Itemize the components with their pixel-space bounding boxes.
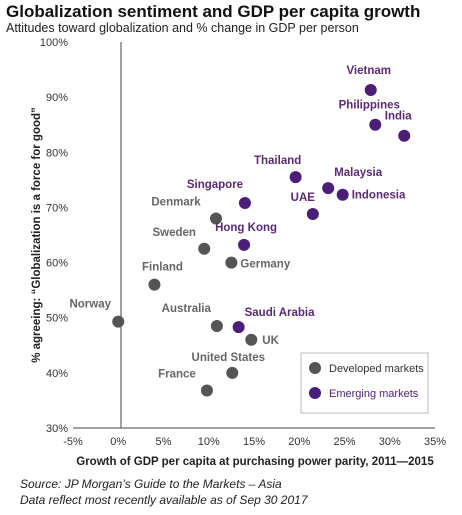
label-saudi-arabia: Saudi Arabia bbox=[245, 307, 315, 319]
label-sweden: Sweden bbox=[152, 227, 195, 239]
point-saudi-arabia bbox=[232, 321, 245, 334]
point-germany bbox=[225, 256, 238, 269]
label-india: India bbox=[385, 111, 412, 123]
label-france: France bbox=[158, 369, 196, 381]
point-uk bbox=[245, 333, 258, 346]
label-uae: UAE bbox=[291, 192, 316, 204]
x-tick-labels: -5% 0% 5% 10% 15% 20% 25% 30% 35% bbox=[63, 436, 446, 448]
label-hong-kong: Hong Kong bbox=[215, 222, 277, 234]
legend-box bbox=[300, 352, 429, 414]
legend: Developed markets Emerging markets bbox=[300, 352, 429, 414]
label-indonesia: Indonesia bbox=[352, 190, 406, 202]
point-philippines bbox=[369, 118, 382, 131]
label-germany: Germany bbox=[240, 259, 290, 271]
chart-title: Globalization sentiment and GDP per capi… bbox=[6, 2, 421, 21]
point-malaysia bbox=[322, 182, 335, 195]
point-singapore bbox=[238, 197, 251, 210]
label-vietnam: Vietnam bbox=[346, 65, 391, 77]
label-philippines: Philippines bbox=[339, 100, 400, 112]
y-tick-labels: 30% 40% 50% 60% 70% 80% 90% 100% bbox=[40, 37, 68, 435]
x-tick-label: 20% bbox=[288, 436, 310, 448]
y-tick-label: 40% bbox=[46, 368, 68, 380]
point-uae bbox=[306, 208, 319, 221]
point-finland bbox=[148, 278, 161, 291]
point-sweden bbox=[198, 242, 211, 255]
label-united-states: United States bbox=[192, 352, 266, 364]
point-india bbox=[398, 129, 411, 142]
point-hong-kong bbox=[238, 238, 251, 251]
y-tick-label: 80% bbox=[46, 147, 68, 159]
x-tick-label: -5% bbox=[63, 436, 83, 448]
y-tick-label: 90% bbox=[46, 92, 68, 104]
x-tick-label: 5% bbox=[156, 436, 172, 448]
data-points bbox=[112, 83, 411, 397]
label-australia: Australia bbox=[162, 303, 212, 315]
y-tick-label: 50% bbox=[46, 313, 68, 325]
point-norway bbox=[112, 315, 125, 328]
label-singapore: Singapore bbox=[187, 179, 243, 191]
data-note: Data reflect most recently available as … bbox=[20, 493, 308, 507]
point-denmark bbox=[209, 212, 222, 225]
x-tick-label: 25% bbox=[333, 436, 355, 448]
y-tick-label: 60% bbox=[46, 258, 68, 270]
point-france bbox=[200, 384, 213, 397]
label-finland: Finland bbox=[142, 262, 183, 274]
legend-label-emerging: Emerging markets bbox=[329, 388, 419, 400]
legend-marker-developed bbox=[309, 362, 321, 374]
y-tick-label: 100% bbox=[40, 37, 68, 49]
chart-subtitle: Attitudes toward globalization and % cha… bbox=[6, 21, 359, 35]
point-thailand bbox=[289, 171, 302, 184]
point-australia bbox=[210, 319, 223, 332]
label-thailand: Thailand bbox=[254, 155, 301, 167]
legend-label-developed: Developed markets bbox=[329, 363, 424, 375]
source-note: Source: JP Morgan’s Guide to the Markets… bbox=[20, 477, 282, 491]
label-uk: UK bbox=[262, 335, 279, 347]
x-axis-label: Growth of GDP per capita at purchasing p… bbox=[76, 456, 434, 468]
x-tick-label: 35% bbox=[424, 436, 446, 448]
y-axis-label: % agreeing: “Globalization is a force fo… bbox=[31, 107, 43, 363]
point-vietnam bbox=[364, 83, 377, 96]
label-norway: Norway bbox=[69, 299, 111, 311]
label-malaysia: Malaysia bbox=[334, 167, 383, 179]
x-tick-label: 15% bbox=[243, 436, 265, 448]
y-tick-label: 30% bbox=[46, 423, 68, 435]
point-united-states bbox=[226, 366, 239, 379]
point-indonesia bbox=[336, 188, 349, 201]
x-tick-label: 0% bbox=[110, 436, 126, 448]
x-tick-label: 30% bbox=[379, 436, 401, 448]
x-tick-label: 10% bbox=[198, 436, 220, 448]
label-denmark: Denmark bbox=[151, 196, 201, 208]
y-tick-label: 70% bbox=[46, 202, 68, 214]
data-point-labels: Norway Finland Sweden Denmark Germany Austral… bbox=[69, 65, 412, 381]
legend-marker-emerging bbox=[309, 387, 321, 399]
